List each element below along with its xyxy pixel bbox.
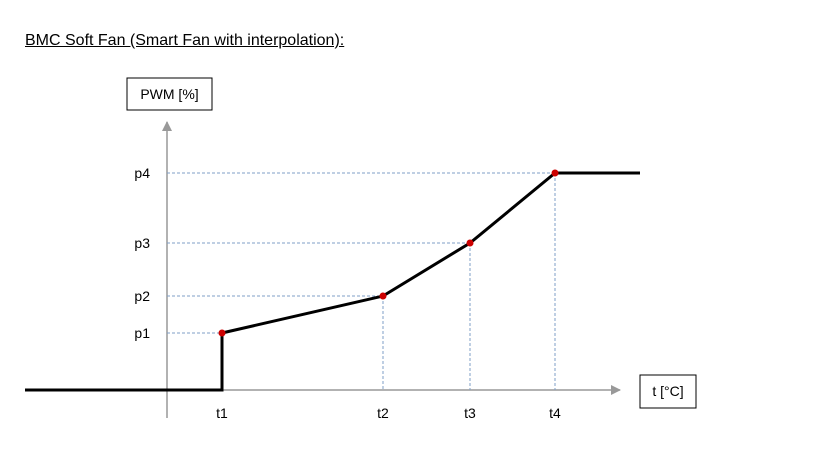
curve-point-3	[466, 239, 474, 247]
y-axis-label: PWM [%]	[140, 86, 198, 102]
x-tick-t3: t3	[464, 405, 476, 421]
x-axis-label: t [°C]	[652, 383, 683, 399]
curve-point-4	[551, 169, 559, 177]
curve-point-2	[379, 292, 387, 300]
diagram-title: BMC Soft Fan (Smart Fan with interpolati…	[25, 32, 345, 49]
y-tick-p2: p2	[134, 288, 150, 304]
y-axis-label-box: PWM [%]	[126, 77, 213, 111]
fan-curve	[25, 171, 640, 392]
x-tick-t2: t2	[377, 405, 389, 421]
x-tick-t4: t4	[549, 405, 561, 421]
y-tick-p3: p3	[134, 235, 150, 251]
y-tick-p1: p1	[134, 325, 150, 341]
curve-point-1	[218, 329, 226, 337]
x-axis-label-box: t [°C]	[639, 374, 697, 409]
x-tick-t1: t1	[216, 405, 228, 421]
y-tick-p4: p4	[134, 165, 150, 181]
